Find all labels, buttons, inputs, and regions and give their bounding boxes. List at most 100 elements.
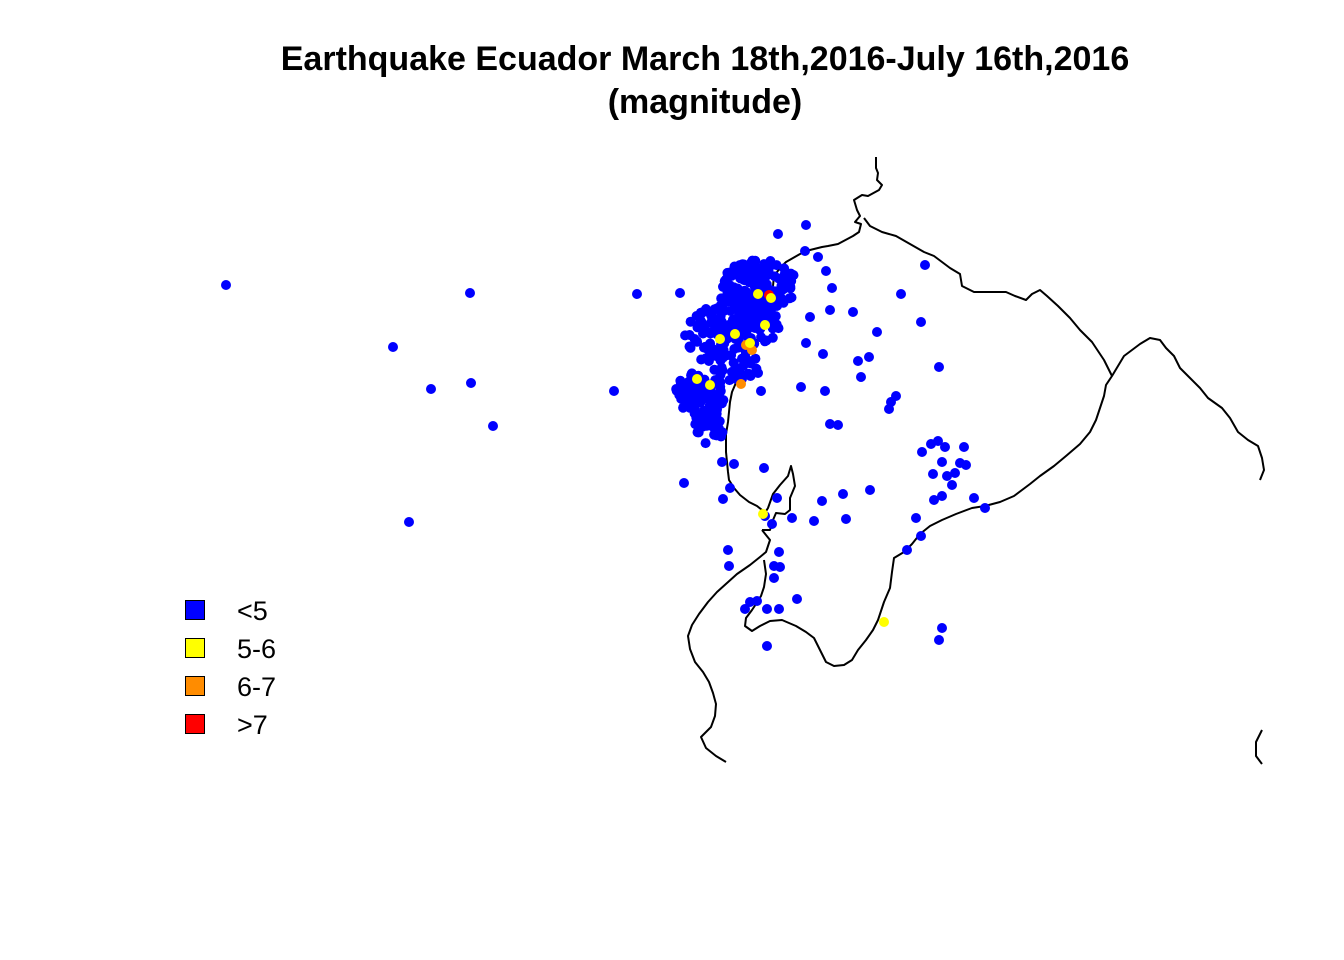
quake-point — [718, 352, 728, 363]
quake-point-6-7 — [736, 379, 746, 389]
quake-point — [805, 312, 815, 322]
quake-point-5-6 — [753, 289, 763, 299]
legend-label-gt7: >7 — [237, 710, 268, 740]
quake-point — [929, 495, 939, 505]
quake-point — [752, 596, 762, 606]
quake-point — [722, 267, 733, 278]
quake-point — [865, 485, 875, 495]
quake-point — [706, 317, 717, 328]
quake-point — [426, 384, 436, 394]
legend-label-6-7: 6-7 — [237, 672, 277, 702]
quake-point — [920, 260, 930, 270]
quake-point — [782, 268, 793, 279]
legend-swatch-6-7 — [185, 676, 205, 696]
quake-point — [762, 604, 772, 614]
quake-point — [723, 545, 733, 555]
quake-point — [388, 342, 398, 352]
quake-point — [716, 293, 727, 304]
legend-swatch-lt5 — [185, 600, 205, 620]
quake-point — [916, 317, 926, 327]
quake-point — [684, 341, 695, 352]
quake-point — [774, 604, 784, 614]
quake-point — [853, 356, 863, 366]
quake-point — [711, 430, 722, 441]
quake-point — [726, 366, 737, 377]
quake-point — [933, 436, 943, 446]
quake-point — [704, 401, 715, 412]
quake-point — [800, 246, 810, 256]
quake-point — [698, 328, 708, 339]
quake-point — [759, 463, 769, 473]
quake-point — [679, 478, 689, 488]
quake-point — [934, 362, 944, 372]
quake-point — [221, 280, 231, 290]
quake-point — [466, 378, 476, 388]
quake-point — [961, 460, 971, 470]
quake-point-5-6 — [692, 374, 702, 384]
coastline-gulf-island — [744, 217, 1113, 667]
quake-point — [896, 289, 906, 299]
quake-point — [729, 287, 740, 298]
quake-point — [752, 310, 763, 321]
legend-swatch-5-6 — [185, 638, 205, 658]
quake-point — [928, 469, 938, 479]
quake-point — [724, 561, 734, 571]
quake-point-5-6 — [879, 617, 889, 627]
quake-point — [734, 366, 745, 377]
quake-point — [813, 252, 823, 262]
quake-point — [700, 341, 711, 352]
quake-point — [718, 494, 728, 504]
quake-point — [848, 307, 858, 317]
quake-point-5-6 — [715, 334, 725, 344]
quake-point — [792, 594, 802, 604]
quake-point — [796, 382, 806, 392]
quake-point — [701, 304, 711, 314]
quake-point — [465, 288, 475, 298]
quake-point — [947, 480, 957, 490]
quake-point — [741, 298, 752, 309]
quake-point — [884, 404, 894, 414]
quake-point — [785, 283, 796, 294]
quake-point — [821, 266, 831, 276]
quake-point — [841, 514, 851, 524]
quake-point — [724, 375, 735, 386]
quake-point — [676, 393, 687, 404]
earthquake-points — [221, 220, 990, 651]
quake-point — [774, 547, 784, 557]
quake-point — [980, 503, 990, 513]
quake-point — [717, 365, 728, 376]
quake-point — [775, 285, 785, 296]
quake-point — [950, 468, 960, 478]
quake-point — [767, 323, 778, 334]
quake-point — [759, 336, 770, 347]
legend-label-lt5: <5 — [237, 596, 268, 626]
quake-point — [696, 317, 707, 328]
quake-point — [902, 545, 912, 555]
quake-point — [488, 421, 498, 431]
quake-point — [937, 457, 947, 467]
quake-point — [717, 457, 727, 467]
quake-point — [769, 573, 779, 583]
quake-point — [856, 372, 866, 382]
quake-point — [729, 263, 740, 274]
quake-point — [769, 561, 779, 571]
legend-swatch-gt7 — [185, 714, 205, 734]
quake-point — [801, 220, 811, 230]
quake-point — [969, 493, 979, 503]
quake-point — [784, 293, 795, 304]
coastline-south-tip — [1255, 729, 1263, 765]
quake-point — [730, 315, 741, 326]
quake-point — [820, 386, 830, 396]
quake-point — [825, 419, 835, 429]
quake-point — [864, 352, 874, 362]
quake-point — [760, 259, 771, 270]
coastline-east — [1111, 337, 1265, 481]
quake-point — [809, 516, 819, 526]
quake-point — [632, 289, 642, 299]
quake-point — [940, 442, 950, 452]
quake-point-5-6 — [705, 380, 715, 390]
quake-point — [773, 229, 783, 239]
quake-point — [714, 416, 725, 427]
quake-point — [719, 305, 729, 316]
quake-point — [692, 384, 703, 395]
